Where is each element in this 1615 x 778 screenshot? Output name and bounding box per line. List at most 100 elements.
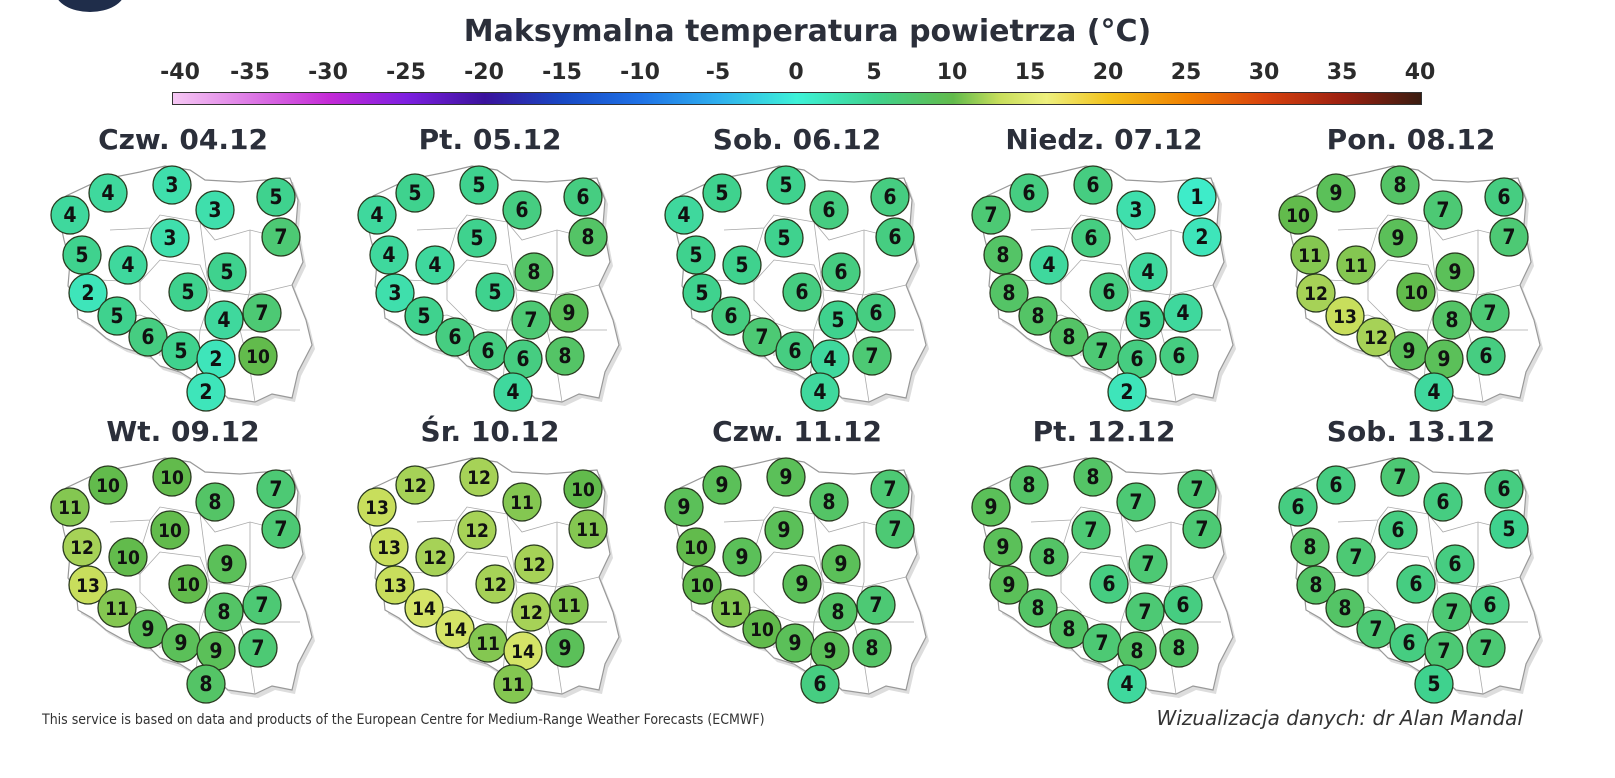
temperature-marker (1325, 588, 1365, 628)
temperature-marker (856, 293, 896, 333)
temperature-marker (493, 664, 533, 704)
temperature-value: 9 (788, 631, 801, 655)
temperature-value: 6 (1329, 473, 1342, 497)
temperature-marker (435, 317, 475, 357)
temperature-value: 5 (735, 253, 748, 277)
temperature-value: 5 (110, 304, 123, 328)
temperature-value: 6 (1086, 173, 1099, 197)
temperature-value: 6 (576, 185, 589, 209)
temperature-value: 9 (174, 631, 187, 655)
temperature-marker (852, 336, 892, 376)
temperature-value: 8 (1022, 473, 1035, 497)
temperature-marker (1466, 336, 1506, 376)
temperature-marker (971, 487, 1011, 527)
temperature-marker (1029, 245, 1069, 285)
temperature-value: 8 (1338, 596, 1351, 620)
temperature-marker (404, 296, 444, 336)
temperature-marker (108, 245, 148, 285)
temperature-marker (1378, 510, 1418, 550)
temperature-marker (150, 510, 190, 550)
temperature-value: 5 (689, 243, 702, 267)
temperature-value: 10 (158, 520, 182, 542)
temperature-value: 13 (383, 575, 407, 597)
temperature-value: 6 (1291, 495, 1304, 519)
temperature-value: 4 (121, 253, 134, 277)
temperature-marker (1009, 173, 1049, 213)
temperature-marker (549, 585, 589, 625)
temperature-value: 7 (1369, 617, 1382, 641)
temperature-value: 6 (1172, 344, 1185, 368)
temperature-value: 10 (246, 346, 270, 368)
day-title: Czw. 04.12 (98, 123, 268, 156)
temperature-marker (511, 300, 551, 340)
day-title: Pt. 05.12 (418, 123, 562, 156)
temperature-value: 5 (75, 243, 88, 267)
temperature-value: 5 (831, 308, 844, 332)
day-title: Pt. 12.12 (1032, 415, 1176, 448)
colorbar-tick-label: 15 (1014, 60, 1046, 85)
temperature-marker (682, 565, 722, 605)
temperature-marker (971, 195, 1011, 235)
temperature-marker (989, 273, 1029, 313)
temperature-value: 8 (1062, 617, 1075, 641)
temperature-value: 13 (76, 575, 100, 597)
temperature-value: 12 (519, 602, 543, 624)
temperature-marker (1378, 218, 1418, 258)
colorbar-tick-label: -20 (464, 60, 504, 85)
temperature-value: 8 (1445, 308, 1458, 332)
temperature-marker (369, 235, 409, 275)
temperature-value: 8 (558, 344, 571, 368)
temperature-marker (1089, 564, 1129, 604)
temperature-value: 8 (1031, 304, 1044, 328)
temperature-marker (459, 457, 499, 497)
temperature-value: 4 (217, 308, 230, 332)
temperature-marker (1396, 564, 1436, 604)
source-note: This service is based on data and produc… (42, 712, 765, 728)
temperature-marker (1073, 165, 1113, 205)
temperature-marker (375, 273, 415, 313)
temperature-value: 11 (557, 595, 581, 617)
temperature-marker (1432, 592, 1472, 632)
temperature-value: 6 (448, 325, 461, 349)
temperature-marker (50, 195, 90, 235)
temperature-marker (983, 527, 1023, 567)
temperature-value: 9 (735, 545, 748, 569)
colorbar-tick-label: -25 (386, 60, 426, 85)
temperature-value: 7 (1349, 545, 1362, 569)
colorbar-tick-label: -30 (308, 60, 348, 85)
temperature-value: 14 (443, 619, 467, 641)
temperature-marker (204, 300, 244, 340)
temperature-marker (568, 509, 608, 549)
temperature-marker (1423, 190, 1463, 230)
temperature-marker (563, 469, 603, 509)
temperature-marker (62, 527, 102, 567)
temperature-value: 12 (465, 520, 489, 542)
temperature-marker (457, 510, 497, 550)
temperature-marker (766, 165, 806, 205)
temperature-value: 2 (209, 347, 222, 371)
temperature-marker (664, 487, 704, 527)
temperature-value: 9 (558, 636, 571, 660)
temperature-value: 9 (984, 495, 997, 519)
temperature-marker (369, 527, 409, 567)
temperature-marker (150, 218, 190, 258)
temperature-marker (1380, 165, 1420, 205)
temperature-value: 6 (888, 225, 901, 249)
temperature-marker (1296, 273, 1336, 313)
temperature-marker (989, 565, 1029, 605)
temperature-marker (1018, 296, 1058, 336)
temperature-marker (128, 609, 168, 649)
temperature-marker (1336, 245, 1376, 285)
temperature-marker (261, 509, 301, 549)
temperature-value: 7 (524, 308, 537, 332)
temperature-marker (459, 165, 499, 205)
temperature-value: 8 (1002, 281, 1015, 305)
temperature-marker (1128, 252, 1168, 292)
temperature-value: 8 (996, 243, 1009, 267)
temperature-value: 7 (1195, 517, 1208, 541)
temperature-marker (1290, 235, 1330, 275)
temperature-value: 10 (1404, 282, 1428, 304)
